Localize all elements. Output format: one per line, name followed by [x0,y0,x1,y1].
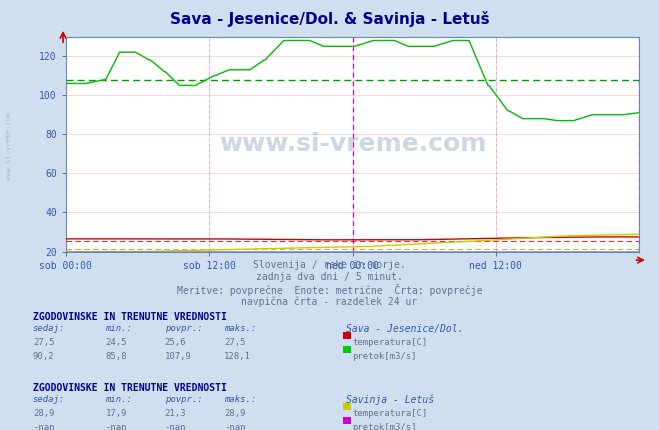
Text: www.si-vreme.com: www.si-vreme.com [219,132,486,156]
Text: Sava - Jesenice/Dol. & Savinja - Letuš: Sava - Jesenice/Dol. & Savinja - Letuš [169,11,490,27]
Text: sedaj:: sedaj: [33,395,65,404]
Text: 27,5: 27,5 [33,338,55,347]
Text: 25,6: 25,6 [165,338,186,347]
Text: www.si-vreme.com: www.si-vreme.com [5,112,12,180]
Text: min.:: min.: [105,324,132,333]
Text: zadnja dva dni / 5 minut.: zadnja dva dni / 5 minut. [256,272,403,282]
Text: 90,2: 90,2 [33,352,55,361]
Text: Sava - Jesenice/Dol.: Sava - Jesenice/Dol. [346,324,463,334]
Text: Savinja - Letuš: Savinja - Letuš [346,395,434,405]
Text: Meritve: povprečne  Enote: metrične  Črta: povprečje: Meritve: povprečne Enote: metrične Črta:… [177,284,482,296]
Text: povpr.:: povpr.: [165,324,202,333]
Text: -nan: -nan [165,423,186,430]
Text: navpična črta - razdelek 24 ur: navpična črta - razdelek 24 ur [241,296,418,307]
Text: -nan: -nan [224,423,246,430]
Text: temperatura[C]: temperatura[C] [353,338,428,347]
Text: maks.:: maks.: [224,395,256,404]
Text: sedaj:: sedaj: [33,324,65,333]
Text: povpr.:: povpr.: [165,395,202,404]
Text: -nan: -nan [33,423,55,430]
Text: 107,9: 107,9 [165,352,192,361]
Text: 28,9: 28,9 [33,409,55,418]
Text: ZGODOVINSKE IN TRENUTNE VREDNOSTI: ZGODOVINSKE IN TRENUTNE VREDNOSTI [33,312,227,322]
Text: pretok[m3/s]: pretok[m3/s] [353,352,417,361]
Text: temperatura[C]: temperatura[C] [353,409,428,418]
Text: 85,8: 85,8 [105,352,127,361]
Text: 27,5: 27,5 [224,338,246,347]
Text: ZGODOVINSKE IN TRENUTNE VREDNOSTI: ZGODOVINSKE IN TRENUTNE VREDNOSTI [33,383,227,393]
Text: 24,5: 24,5 [105,338,127,347]
Text: 21,3: 21,3 [165,409,186,418]
Text: pretok[m3/s]: pretok[m3/s] [353,423,417,430]
Text: maks.:: maks.: [224,324,256,333]
Text: -nan: -nan [105,423,127,430]
Text: 128,1: 128,1 [224,352,251,361]
Text: 28,9: 28,9 [224,409,246,418]
Text: min.:: min.: [105,395,132,404]
Text: 17,9: 17,9 [105,409,127,418]
Text: Slovenija / reke in morje.: Slovenija / reke in morje. [253,260,406,270]
